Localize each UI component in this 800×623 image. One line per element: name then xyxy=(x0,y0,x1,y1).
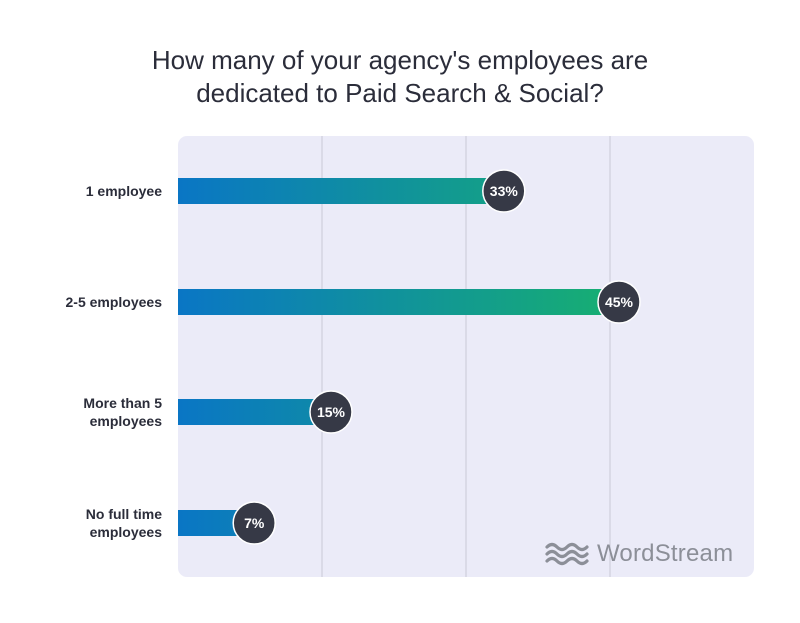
data-label: 45% xyxy=(605,294,634,310)
bar xyxy=(178,289,610,315)
category-label: 1 employee xyxy=(12,182,162,200)
data-label: 33% xyxy=(490,183,519,199)
bar xyxy=(178,178,495,204)
category-label-line: 1 employee xyxy=(85,183,162,199)
value-badges: 33% 45% 15% 7% xyxy=(232,169,641,545)
chart-title-line-2: dedicated to Paid Search & Social? xyxy=(196,78,604,108)
category-label: No full time employees xyxy=(12,505,162,541)
category-label: More than 5 employees xyxy=(12,394,162,430)
data-label: 15% xyxy=(317,404,346,420)
bars xyxy=(178,178,610,536)
value-badge xyxy=(482,169,526,213)
value-badge xyxy=(597,280,641,324)
bar xyxy=(178,399,322,425)
category-label-line: employees xyxy=(89,524,162,540)
brand-logo: WordStream xyxy=(545,538,733,570)
chart-title: How many of your agency's employees are … xyxy=(0,44,800,110)
category-label-line: No full time xyxy=(85,506,162,522)
value-badge xyxy=(309,390,353,434)
category-label: 2-5 employees xyxy=(12,293,163,311)
value-badge xyxy=(232,501,276,545)
brand-name: WordStream xyxy=(597,540,734,567)
gridlines xyxy=(321,136,611,577)
category-label-line: employees xyxy=(89,413,162,429)
category-label-line: More than 5 xyxy=(83,395,162,411)
wordstream-waves-icon xyxy=(545,542,589,566)
category-label-line: 2-5 employees xyxy=(65,294,163,310)
chart-title-line-1: How many of your agency's employees are xyxy=(151,45,649,75)
data-label: 7% xyxy=(244,515,265,531)
